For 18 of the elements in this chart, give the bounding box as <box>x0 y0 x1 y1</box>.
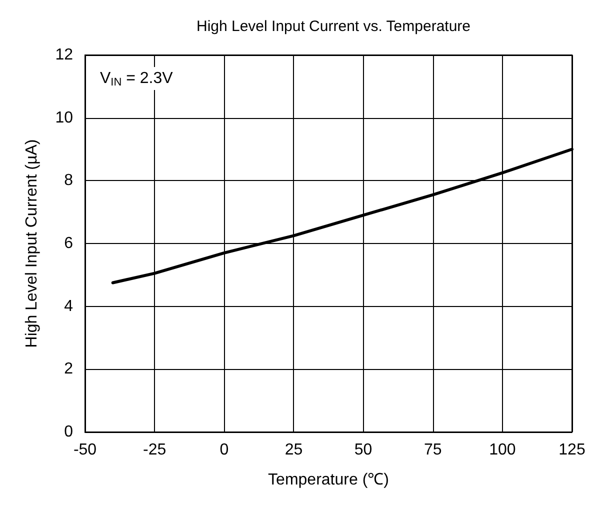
y-tick-label: 8 <box>64 172 74 190</box>
y-tick-label: 4 <box>64 298 74 315</box>
x-tick-label: 125 <box>558 442 586 458</box>
y-tick-label: 10 <box>55 109 74 126</box>
y-tick-label: 6 <box>64 235 74 252</box>
x-tick-label: 0 <box>220 442 229 458</box>
chart-title: High Level Input Current vs. Temperature <box>196 18 471 35</box>
x-tick-label: -25 <box>143 442 166 458</box>
x-tick-label: 100 <box>489 442 516 458</box>
x-tick-label: 50 <box>354 442 372 458</box>
x-axis-title: Temperature (℃) <box>268 472 389 488</box>
y-tick-label: 12 <box>55 46 74 64</box>
x-tick-label: 75 <box>424 442 442 458</box>
y-axis-title: High Level Input Current (µA) <box>24 139 40 348</box>
x-tick-label: -50 <box>73 442 97 458</box>
x-tick-label: 25 <box>284 442 303 458</box>
y-tick-label: 0 <box>64 424 74 440</box>
y-tick-label: 2 <box>64 360 74 378</box>
